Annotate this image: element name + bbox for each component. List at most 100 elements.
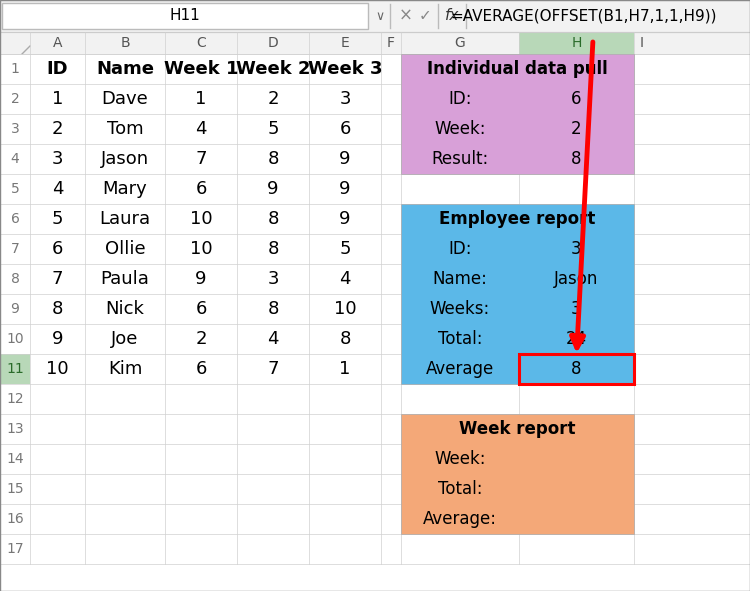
Text: 8: 8 xyxy=(267,300,279,318)
Bar xyxy=(401,414,634,534)
Text: 9: 9 xyxy=(339,210,351,228)
Text: 7: 7 xyxy=(267,360,279,378)
Text: 16: 16 xyxy=(6,512,24,526)
Text: ID: ID xyxy=(46,60,68,78)
Text: 17: 17 xyxy=(6,542,24,556)
Text: Name:: Name: xyxy=(433,270,488,288)
Bar xyxy=(519,354,634,384)
Text: fx: fx xyxy=(445,8,459,24)
Text: 13: 13 xyxy=(6,422,24,436)
Text: Week 1: Week 1 xyxy=(164,60,238,78)
Text: 15: 15 xyxy=(6,482,24,496)
Text: Total:: Total: xyxy=(438,330,482,348)
Text: 3: 3 xyxy=(10,122,20,136)
Text: Laura: Laura xyxy=(100,210,151,228)
Text: 9: 9 xyxy=(339,180,351,198)
Text: I: I xyxy=(640,36,644,50)
Text: 8: 8 xyxy=(10,272,20,286)
Text: 9: 9 xyxy=(267,180,279,198)
Text: 5: 5 xyxy=(267,120,279,138)
Text: A: A xyxy=(53,36,62,50)
Text: 5: 5 xyxy=(10,182,20,196)
Text: D: D xyxy=(268,36,278,50)
Text: 8: 8 xyxy=(267,210,279,228)
Text: Jason: Jason xyxy=(554,270,598,288)
Text: Mary: Mary xyxy=(103,180,147,198)
Text: 1: 1 xyxy=(339,360,351,378)
Text: Total:: Total: xyxy=(438,480,482,498)
Text: 6: 6 xyxy=(339,120,351,138)
Bar xyxy=(0,32,750,54)
Text: 4: 4 xyxy=(195,120,207,138)
Text: 7: 7 xyxy=(10,242,20,256)
Text: Result:: Result: xyxy=(431,150,489,168)
Text: Weeks:: Weeks: xyxy=(430,300,490,318)
Text: 1: 1 xyxy=(52,90,63,108)
Text: B: B xyxy=(120,36,130,50)
Text: Joe: Joe xyxy=(111,330,139,348)
Text: Week:: Week: xyxy=(434,120,486,138)
Bar xyxy=(0,32,30,54)
Text: 10: 10 xyxy=(46,360,69,378)
Text: 8: 8 xyxy=(267,150,279,168)
Text: Week:: Week: xyxy=(434,450,486,468)
Text: 11: 11 xyxy=(6,362,24,376)
Text: 4: 4 xyxy=(52,180,63,198)
Text: Individual data pull: Individual data pull xyxy=(427,60,608,78)
Text: 6: 6 xyxy=(572,90,582,108)
Text: ID:: ID: xyxy=(448,240,472,258)
Text: 12: 12 xyxy=(6,392,24,406)
Bar xyxy=(0,354,30,384)
Text: 10: 10 xyxy=(334,300,356,318)
Text: 2: 2 xyxy=(572,120,582,138)
Text: Paula: Paula xyxy=(100,270,149,288)
Text: 5: 5 xyxy=(339,240,351,258)
Text: 4: 4 xyxy=(267,330,279,348)
Text: 6: 6 xyxy=(10,212,20,226)
Text: Kim: Kim xyxy=(108,360,142,378)
Text: 1: 1 xyxy=(195,90,207,108)
Text: 6: 6 xyxy=(52,240,63,258)
Text: Week 2: Week 2 xyxy=(236,60,310,78)
Bar xyxy=(401,204,634,384)
Text: 9: 9 xyxy=(339,150,351,168)
Text: 6: 6 xyxy=(195,300,207,318)
Bar xyxy=(2,3,368,29)
Text: 8: 8 xyxy=(572,150,582,168)
Text: Jason: Jason xyxy=(101,150,149,168)
Bar xyxy=(401,54,634,174)
Text: H: H xyxy=(572,36,582,50)
Text: 24: 24 xyxy=(566,330,587,348)
Text: E: E xyxy=(340,36,350,50)
Text: 4: 4 xyxy=(10,152,20,166)
Text: ID:: ID: xyxy=(448,90,472,108)
Text: 5: 5 xyxy=(52,210,63,228)
Text: 9: 9 xyxy=(10,302,20,316)
Text: 14: 14 xyxy=(6,452,24,466)
Text: 10: 10 xyxy=(190,240,212,258)
Bar xyxy=(519,32,634,54)
Text: 2: 2 xyxy=(52,120,63,138)
Text: Employee report: Employee report xyxy=(440,210,596,228)
Text: 8: 8 xyxy=(267,240,279,258)
Text: 2: 2 xyxy=(10,92,20,106)
Text: 4: 4 xyxy=(339,270,351,288)
Text: ×: × xyxy=(399,7,413,25)
Text: 6: 6 xyxy=(195,180,207,198)
Text: 6: 6 xyxy=(195,360,207,378)
Text: 10: 10 xyxy=(190,210,212,228)
Text: ✓: ✓ xyxy=(419,8,431,24)
Text: 8: 8 xyxy=(572,360,582,378)
Text: Average:: Average: xyxy=(423,510,497,528)
Text: 3: 3 xyxy=(572,300,582,318)
Text: 3: 3 xyxy=(52,150,63,168)
Text: F: F xyxy=(387,36,395,50)
Text: Tom: Tom xyxy=(106,120,143,138)
Text: 9: 9 xyxy=(52,330,63,348)
Text: Week 3: Week 3 xyxy=(308,60,382,78)
Text: Nick: Nick xyxy=(106,300,145,318)
Text: 3: 3 xyxy=(339,90,351,108)
Text: C: C xyxy=(196,36,206,50)
Text: 8: 8 xyxy=(52,300,63,318)
Text: 1: 1 xyxy=(10,62,20,76)
